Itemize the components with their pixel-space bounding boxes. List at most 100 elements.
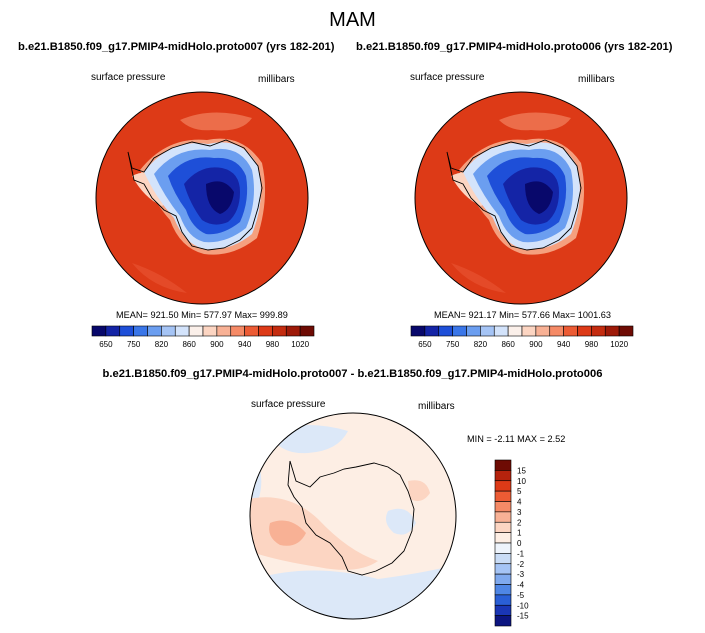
map1-colorbar-tick-label: 900 [210,340,224,349]
map2-colorbar-box [493,325,509,337]
diff-colorbar-tick-label: -5 [517,591,525,600]
map1-colorbar-tick-label: 750 [127,340,141,349]
map1-colorbar-box [188,325,204,337]
diff-colorbar-box [494,594,512,606]
map1-colorbar: 650 750 820 860 900 940 980 1020 [91,325,315,349]
map1-colorbar-box [105,325,121,337]
map1-colorbar-tick-label: 1020 [291,340,309,349]
map2-colorbar-box [480,325,495,337]
map1-colorbar-box [230,325,245,337]
map2-colorbar-box [466,325,481,337]
map1-colorbar-box [299,325,315,337]
map2-colorbar-box [591,325,606,337]
diff-colorbar-tick-label: 1 [517,529,522,538]
map2-colorbar-tick-label: 900 [529,340,543,349]
diff-plot [249,412,457,620]
diff-colorbar-tick-label: -4 [517,581,525,590]
diff-colorbar-tick-label: -10 [517,601,529,610]
diff-colorbar-box [494,563,512,575]
map2-colorbar-tick-label: 980 [585,340,599,349]
map2-high-pressure-band [499,112,571,131]
map1-colorbar-box [285,325,301,337]
diff-colorbar-tick-label: 5 [517,487,522,496]
map2-plot [414,91,628,305]
map2-variable-label: surface pressure [410,72,485,83]
diff-colorbar-tick-label: 4 [517,498,522,507]
map2-colorbar-tick-label: 650 [418,340,432,349]
map1-colorbar-box [258,325,273,337]
map1-colorbar-tick-label: 650 [99,340,113,349]
map2-colorbar-box [618,325,634,337]
map2-globe-border [414,91,628,305]
map1-globe-border [95,91,309,305]
diff-colorbar-box [494,521,512,533]
diff-colorbar-tick-label: 0 [517,539,522,548]
map1-plot [95,91,309,305]
map2-stats: MEAN= 921.17 Min= 577.66 Max= 1001.63 [434,310,611,320]
map2-colorbar-tick-label: 750 [446,340,460,349]
diff-colorbar-box [494,615,512,627]
map1-colorbar-tick-label: 980 [266,340,280,349]
map2-colorbar-tick-label: 820 [474,340,488,349]
page-title: MAM [329,9,376,31]
map2-colorbar-box [535,325,551,337]
diff-colorbar-tick-label: 10 [517,477,526,486]
map1-plateau-core [206,181,234,214]
map2-colorbar-box [452,325,467,337]
map2-colorbar-box [563,325,578,337]
diff-title: b.e21.B1850.f09_g17.PMIP4-midHolo.proto0… [102,368,603,380]
diff-colorbar-box [494,542,512,554]
map1-colorbar-box [91,325,107,337]
diff-globe-border [249,412,457,620]
map1-colorbar-box [133,325,148,337]
diff-colorbar-box [494,480,512,492]
diff-colorbar-box [494,490,512,502]
map2-colorbar-box [549,325,564,337]
diff-colorbar-box [494,604,512,616]
map2-colorbar-box [577,325,592,337]
diff-colorbar-box [494,532,512,544]
diff-colorbar-box [494,511,512,523]
diff-colorbar-tick-label: -2 [517,560,525,569]
map1-colorbar-box [174,325,190,337]
map1-colorbar-tick-label: 940 [238,340,252,349]
map2-units-label: millibars [578,74,615,85]
map1-colorbar-box [147,325,162,337]
diff-colorbar-box [494,573,512,585]
map2-plateau-core [525,181,553,214]
map1-variable-label: surface pressure [91,72,166,83]
diff-variable-label: surface pressure [251,399,326,410]
diff-stats: MIN = -2.11 MAX = 2.52 [467,434,566,444]
map1-colorbar-box [216,325,232,337]
diff-colorbar-tick-label: -3 [517,570,525,579]
diff-colorbar-tick-label: 3 [517,508,522,517]
map1-colorbar-box [272,325,287,337]
map1-colorbar-box [119,325,134,337]
map1-colorbar-tick-label: 820 [155,340,169,349]
diff-positive-east [408,480,430,501]
map2-colorbar-box [438,325,453,337]
map1-colorbar-tick-label: 860 [182,340,196,349]
map2-colorbar-box [507,325,523,337]
map2-colorbar-box [521,325,537,337]
map1-title: b.e21.B1850.f09_g17.PMIP4-midHolo.proto0… [18,41,335,53]
diff-colorbar-box [494,459,512,471]
diff-colorbar-box [494,470,512,482]
diff-positive-band [250,497,378,570]
map2-title: b.e21.B1850.f09_g17.PMIP4-midHolo.proto0… [356,41,673,53]
map1-units-label: millibars [258,74,295,85]
diff-coastline [287,460,415,576]
map2-coastline [446,139,582,251]
map2-colorbar: 650 750 820 860 900 940 980 1020 [410,325,634,349]
map2-low-pressure-patch [451,263,506,293]
diff-colorbar-tick-label: 15 [517,466,526,475]
map2-colorbar-box [410,325,426,337]
diff-negative-east [386,508,416,535]
diff-colorbar-box [494,584,512,596]
map2-colorbar-tick-label: 860 [501,340,515,349]
diff-colorbar-tick-label: 2 [517,518,522,527]
diff-colorbar-tick-label: -15 [517,612,529,621]
map2-colorbar-box [424,325,440,337]
diff-colorbar-box [494,501,512,513]
